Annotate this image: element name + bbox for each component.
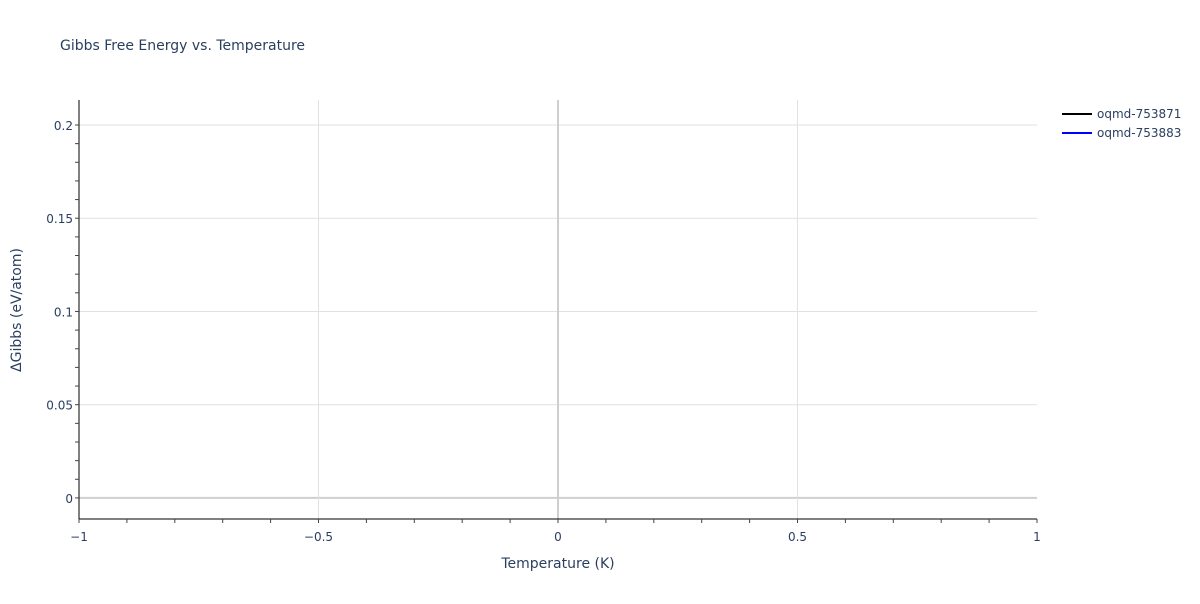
grid	[79, 100, 1037, 519]
y-tick-label: 0.1	[54, 305, 73, 319]
x-tick-label: −0.5	[304, 530, 333, 544]
y-tick-label: 0.05	[46, 399, 73, 413]
legend-label: oqmd-753871	[1097, 107, 1181, 121]
axes: 0 0.05 0.1 0.15 0.2 −1 −0.5 0 0.5 1	[46, 100, 1041, 544]
x-axis-label: Temperature (K)	[500, 556, 614, 572]
x-tick-label: −1	[70, 530, 88, 544]
x-tick-label: 0	[554, 530, 562, 544]
legend: oqmd-753871 oqmd-753883	[1062, 107, 1181, 140]
x-tick-label: 1	[1033, 530, 1041, 544]
y-axis-label: ΔGibbs (eV/atom)	[9, 248, 25, 372]
y-tick-label: 0	[65, 492, 73, 506]
x-tick-label: 0.5	[788, 530, 807, 544]
legend-label: oqmd-753883	[1097, 126, 1181, 140]
y-tick-label: 0.15	[46, 212, 73, 226]
y-tick-label: 0.2	[54, 119, 73, 133]
chart-title: Gibbs Free Energy vs. Temperature	[60, 38, 305, 54]
